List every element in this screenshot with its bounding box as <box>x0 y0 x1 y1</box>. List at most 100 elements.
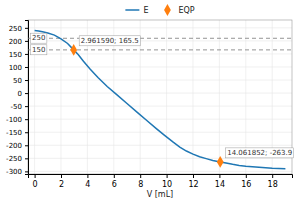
y-tick: -150 <box>6 129 28 137</box>
x-axis-line <box>29 175 293 179</box>
y-tick-label: 100 <box>9 64 22 72</box>
y-tick-label: 200 <box>9 38 22 46</box>
x-tick: 14 <box>215 174 225 189</box>
x-axis: 0 2 4 6 8 10 12 14 16 18 <box>29 174 293 189</box>
annotation: 2.961590; 165.5 <box>81 37 139 45</box>
x-tick-mark <box>35 174 36 178</box>
legend-item: EQP <box>164 4 195 16</box>
y-tick-mark <box>25 106 28 107</box>
y-tick-mark <box>25 80 28 81</box>
x-tick: 18 <box>268 174 278 189</box>
y-grid-line <box>28 27 292 28</box>
x-grid-line <box>193 20 194 174</box>
y-tick-mark <box>25 119 28 120</box>
y-grid-line <box>28 66 292 67</box>
annotation-group: 14.061852; -263.9 <box>226 148 294 158</box>
x-tick: 8 <box>138 174 143 189</box>
y-tick: -100 <box>6 116 28 124</box>
legend-swatch <box>164 4 171 16</box>
y-grid-line <box>28 93 292 94</box>
y-tick-label: -150 <box>6 129 22 137</box>
y-tick-mark <box>25 54 28 55</box>
y-grid-line <box>28 80 292 81</box>
plot-frame <box>28 20 292 174</box>
y-tick-label: 150 <box>9 51 22 59</box>
x-tick-label: 2 <box>59 180 64 189</box>
y-tick-mark <box>25 132 28 133</box>
y-tick-label: -300 <box>6 168 22 176</box>
y-tick-mark <box>25 145 28 146</box>
annotation-box <box>226 148 294 158</box>
marker <box>217 156 224 168</box>
x-tick-label: 12 <box>188 180 198 189</box>
legend-item: E <box>125 6 148 15</box>
x-tick: 16 <box>241 174 251 189</box>
x-axis-title: V [mL] <box>147 190 174 199</box>
y-tick-label: 250 <box>9 25 22 33</box>
x-tick-label: 4 <box>85 180 90 189</box>
x-grid-line <box>166 20 167 174</box>
x-tick: 0 <box>33 174 38 189</box>
x-tick-mark <box>61 174 62 178</box>
annotations: 250 150 2.961590; 165.5 14.061852; -263.9 <box>31 33 294 158</box>
x-tick-label: 18 <box>268 180 278 189</box>
y-grid-line <box>28 119 292 120</box>
x-tick-mark <box>219 174 220 178</box>
y-grid-line <box>28 106 292 107</box>
legend-swatch <box>125 9 139 11</box>
reference-line <box>28 49 292 50</box>
y-grid-line <box>28 145 292 146</box>
y-tick-mark <box>25 67 28 68</box>
y-tick-mark <box>25 158 28 159</box>
chart: 024681012141618-300-250-200-150-100-5005… <box>0 0 300 200</box>
reference-label-group: 150 <box>31 45 47 55</box>
x-tick: 2 <box>59 174 64 189</box>
annotation-group: 2.961590; 165.5 <box>79 36 140 46</box>
y-tick-mark <box>25 28 28 29</box>
reference-label: 150 <box>32 46 45 54</box>
marker <box>70 44 77 56</box>
x-tick-mark <box>193 174 194 178</box>
x-tick-mark <box>114 174 115 178</box>
y-axis: -300-250-200-150-100-50050100150200250 <box>6 21 28 177</box>
legend: E EQP <box>125 4 194 16</box>
y-tick: 150 <box>9 51 28 59</box>
x-tick: 10 <box>162 174 172 189</box>
y-tick-mark <box>25 93 28 94</box>
y-tick: 200 <box>9 38 28 46</box>
grid <box>28 20 292 174</box>
x-grid-line <box>61 20 62 174</box>
x-grid-line <box>219 20 220 174</box>
y-grid-line <box>28 171 292 172</box>
legend-label: E <box>143 6 148 15</box>
x-tick-mark <box>167 174 168 178</box>
annotation-box <box>79 36 140 46</box>
x-tick-mark <box>246 174 247 178</box>
x-tick-label: 10 <box>162 180 172 189</box>
y-tick-label: 0 <box>18 90 22 98</box>
x-tick-label: 6 <box>112 180 117 189</box>
y-tick-label: -50 <box>11 103 22 111</box>
reference-label-group: 250 <box>31 33 47 43</box>
legend-label: EQP <box>178 6 194 15</box>
y-tick: 50 <box>13 77 28 85</box>
x-tick-label: 16 <box>241 180 251 189</box>
plot-area <box>28 30 292 168</box>
y-grid-line <box>28 40 292 41</box>
x-tick: 6 <box>112 174 117 189</box>
y-tick-mark <box>25 171 28 172</box>
y-tick: -300 <box>6 168 28 176</box>
y-tick-label: 50 <box>13 77 22 85</box>
y-tick-label: -250 <box>6 155 22 163</box>
reference-label: 250 <box>32 34 45 42</box>
y-grid-line <box>28 53 292 54</box>
annotation: 14.061852; -263.9 <box>227 149 292 157</box>
y-tick: 100 <box>9 64 28 72</box>
x-tick-label: 14 <box>215 180 225 189</box>
y-axis-line <box>25 21 29 175</box>
x-tick-mark <box>140 174 141 178</box>
y-tick: 0 <box>18 90 28 98</box>
x-tick-mark <box>272 174 273 178</box>
x-tick-label: 0 <box>33 180 38 189</box>
reference-line <box>28 38 292 39</box>
